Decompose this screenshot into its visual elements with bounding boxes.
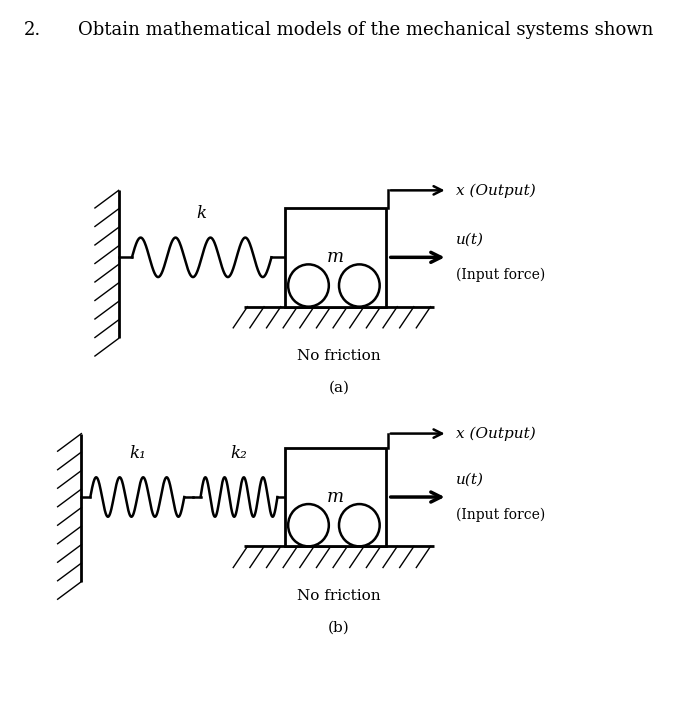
Bar	[285, 448, 386, 546]
Bar	[285, 208, 386, 307]
Text: u(t): u(t)	[456, 233, 483, 247]
Text: No friction: No friction	[297, 589, 381, 603]
Text: No friction: No friction	[297, 349, 381, 363]
Text: (Input force): (Input force)	[456, 268, 545, 282]
Text: 2.: 2.	[24, 21, 41, 39]
Text: k: k	[197, 205, 207, 222]
Text: (b): (b)	[328, 620, 350, 634]
Text: k₂: k₂	[231, 445, 247, 462]
Text: k₁: k₁	[129, 445, 146, 462]
Text: (a): (a)	[329, 381, 349, 395]
Text: Obtain mathematical models of the mechanical systems shown: Obtain mathematical models of the mechan…	[78, 21, 654, 39]
Text: x (Output): x (Output)	[456, 183, 536, 197]
Text: u(t): u(t)	[456, 472, 483, 486]
Text: (Input force): (Input force)	[456, 508, 545, 522]
Text: m: m	[327, 488, 344, 506]
Text: m: m	[327, 248, 344, 266]
Text: x (Output): x (Output)	[456, 427, 536, 441]
